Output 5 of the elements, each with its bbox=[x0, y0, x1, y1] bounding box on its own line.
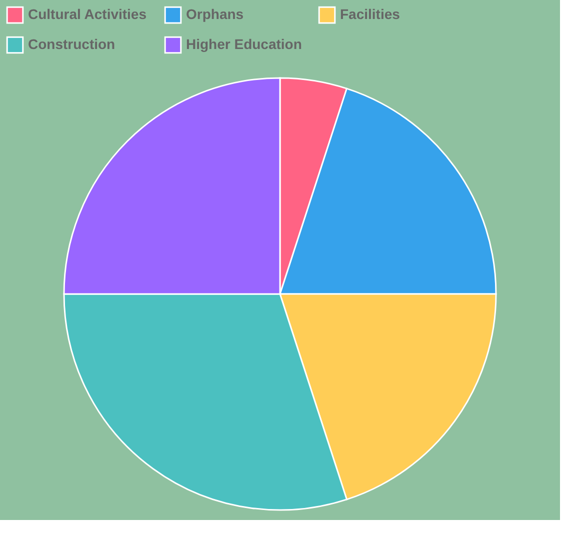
legend-label: Higher Education bbox=[186, 36, 302, 52]
legend-label: Facilities bbox=[340, 6, 400, 22]
legend-label: Orphans bbox=[186, 6, 244, 22]
legend-label: Construction bbox=[28, 36, 116, 52]
legend-label: Cultural Activities bbox=[28, 6, 147, 22]
